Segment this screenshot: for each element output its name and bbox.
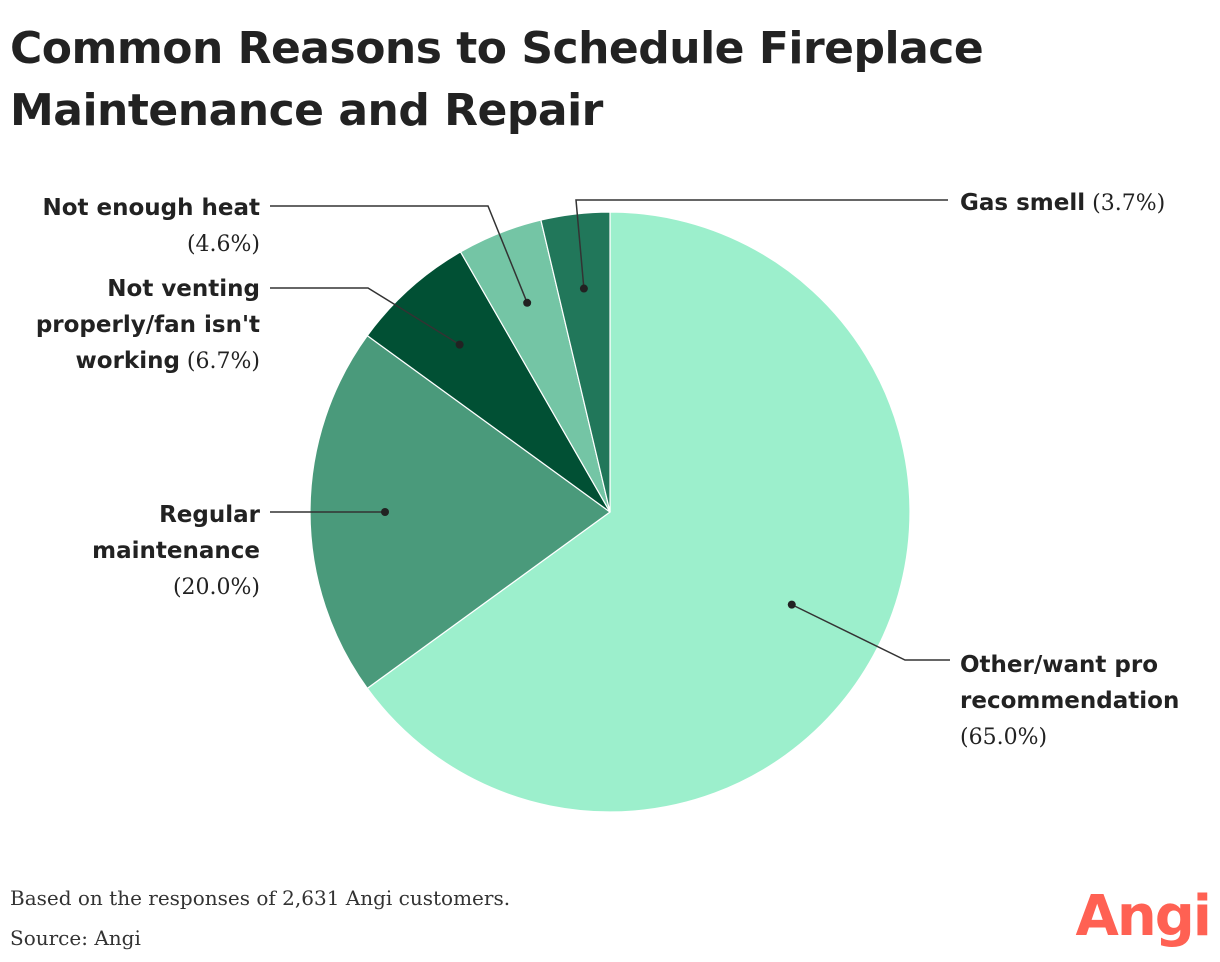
source-note: Source: Angi bbox=[10, 926, 141, 950]
pie-slice bbox=[540, 211, 611, 513]
slice-percent-label: (6.7%) bbox=[180, 349, 260, 374]
slice-label-line: Regular bbox=[159, 502, 261, 528]
leader-line bbox=[270, 205, 528, 304]
slice-label-line: Other/want pro bbox=[960, 652, 1158, 678]
leader-dot bbox=[381, 508, 389, 516]
pie-slice bbox=[366, 251, 611, 513]
leader-line bbox=[575, 199, 948, 289]
slice-label: Regular maintenance (20.0%) bbox=[92, 502, 260, 600]
slice-label-line: maintenance bbox=[92, 538, 260, 564]
leader-dot bbox=[455, 340, 464, 349]
slice-percent-label: (65.0%) bbox=[960, 725, 1047, 750]
leader-dot bbox=[787, 600, 796, 609]
leader-line bbox=[270, 287, 461, 346]
slice-label-line: Gas smell bbox=[960, 190, 1085, 216]
leader-dot bbox=[579, 284, 588, 293]
footnote: Based on the responses of 2,631 Angi cus… bbox=[10, 886, 511, 910]
chart-title: Common Reasons to Schedule Fireplace Mai… bbox=[10, 18, 1110, 142]
slice-label: Not enough heat (4.6%) bbox=[42, 195, 260, 257]
chart-title-line-1: Common Reasons to Schedule Fireplace bbox=[10, 23, 984, 74]
slice-percent-label: (4.6%) bbox=[187, 232, 260, 257]
slice-label-line: working bbox=[76, 348, 180, 374]
slice-label-line: Not enough heat bbox=[42, 195, 260, 221]
slice-label-line: recommendation bbox=[960, 688, 1179, 714]
slice-label-line: properly/fan isn't bbox=[36, 312, 260, 338]
brand-logo: Angi bbox=[1075, 884, 1212, 949]
leader-dot bbox=[523, 298, 532, 307]
slice-percent-label: (3.7%) bbox=[1085, 191, 1165, 216]
pie-slice bbox=[366, 211, 911, 813]
slice-label: Not venting properly/fan isn't working (6.… bbox=[36, 276, 260, 374]
chart-title-line-2: Maintenance and Repair bbox=[10, 85, 603, 136]
slice-label-line: Not venting bbox=[107, 276, 260, 302]
leader-line bbox=[791, 603, 950, 661]
slice-percent-label: (20.0%) bbox=[173, 575, 260, 600]
slice-label: Other/want pro recommendation (65.0%) bbox=[960, 652, 1179, 750]
slice-label: Gas smell (3.7%) bbox=[960, 190, 1165, 216]
